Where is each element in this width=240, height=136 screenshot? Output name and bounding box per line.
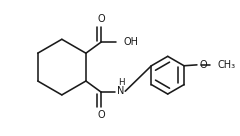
Text: CH₃: CH₃ [217, 60, 235, 70]
Text: N: N [117, 86, 125, 96]
Text: O: O [97, 14, 105, 24]
Text: H: H [118, 78, 125, 87]
Text: O: O [97, 110, 105, 120]
Text: O: O [199, 60, 207, 69]
Text: OH: OH [123, 37, 138, 47]
